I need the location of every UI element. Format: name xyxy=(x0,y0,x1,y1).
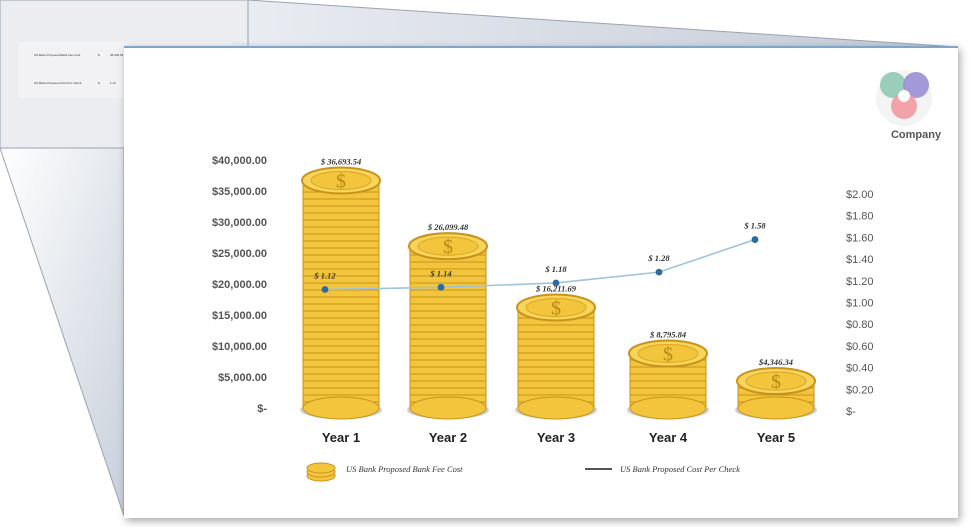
svg-text:$: $ xyxy=(771,371,781,393)
left-axis-tick-label: $40,000.00 xyxy=(212,155,267,167)
line-data-label: $ 1.28 xyxy=(647,253,670,263)
left-axis-tick-label: $35,000.00 xyxy=(212,186,267,198)
legend-label-bars: US Bank Proposed Bank Fee Cost xyxy=(346,464,463,474)
bar-coin-stack: $ xyxy=(627,339,709,420)
company-logo: Company xyxy=(876,70,942,141)
mini-sheet-row: US Bank Proposed Cost Per Check $ 1.12 xyxy=(18,78,232,88)
right-axis-tick-label: $0.80 xyxy=(846,319,874,331)
svg-text:$: $ xyxy=(443,236,453,258)
bar-data-label: $ 26,099.48 xyxy=(427,222,469,232)
mini-row-label: US Bank Proposed Cost Per Check xyxy=(34,81,82,85)
category-label: Year 3 xyxy=(537,430,575,445)
left-axis-tick-label: $5,000.00 xyxy=(218,372,267,384)
line-point xyxy=(437,283,445,291)
svg-text:$: $ xyxy=(663,343,673,365)
line-point xyxy=(751,236,759,243)
mini-row-value: 36,693.54 xyxy=(110,53,124,57)
bar-data-label: $ 16,211.69 xyxy=(535,283,577,293)
mini-row-marker: $ xyxy=(98,53,100,57)
svg-text:$: $ xyxy=(551,297,561,319)
line-data-label: $ 1.58 xyxy=(743,221,766,231)
category-label: Year 1 xyxy=(322,430,360,445)
line-point xyxy=(655,268,663,276)
right-axis-tick-label: $- xyxy=(846,406,856,418)
line-data-label: $ 1.14 xyxy=(429,268,451,278)
right-axis-tick-label: $1.80 xyxy=(846,211,874,223)
bar-coin-stack: $ xyxy=(735,367,817,420)
right-axis-tick-label: $2.00 xyxy=(846,189,874,201)
legend-coin-icon xyxy=(306,462,336,482)
line-point xyxy=(552,279,560,287)
line-data-label: $ 1.18 xyxy=(544,264,567,274)
mini-row-value: 1.12 xyxy=(110,81,116,85)
category-label: Year 4 xyxy=(649,430,688,445)
left-axis-tick-label: $20,000.00 xyxy=(212,279,267,291)
left-axis-tick-label: $30,000.00 xyxy=(212,217,267,229)
category-label: Year 2 xyxy=(429,430,467,445)
bar-data-label: $4,346.34 xyxy=(758,357,793,367)
legend-label-line: US Bank Proposed Cost Per Check xyxy=(620,464,740,474)
logo-text: Company xyxy=(891,129,942,141)
right-axis-tick-label: $0.20 xyxy=(846,384,874,396)
right-axis-tick-label: $1.00 xyxy=(846,298,874,310)
series-line xyxy=(324,238,756,291)
right-axis-tick-label: $1.60 xyxy=(846,232,874,244)
left-axis-tick-label: $15,000.00 xyxy=(212,310,267,322)
bar-coin-stack: $ xyxy=(515,293,597,420)
mini-row-marker: $ xyxy=(98,81,100,85)
line-data-label: $ 1.12 xyxy=(313,270,336,280)
chart-canvas: Company $- $5,000.00 $10,000.00 $15,000.00 $… xyxy=(212,70,942,482)
right-axis-tick-label: $0.60 xyxy=(846,341,874,353)
svg-text:$: $ xyxy=(336,171,346,193)
right-axis-tick-label: $1.20 xyxy=(846,276,874,288)
mini-sheet-row: US Bank Proposed Bank Fee Cost $ 36,693.… xyxy=(18,50,232,60)
line-point xyxy=(321,286,329,293)
right-axis-tick-label: $1.40 xyxy=(846,254,874,266)
bar-data-label: $ 36,693.54 xyxy=(320,157,361,167)
category-label: Year 5 xyxy=(757,430,795,445)
left-axis-tick-label: $- xyxy=(257,403,267,415)
right-axis-tick-label: $0.40 xyxy=(846,363,874,375)
mini-row-label: US Bank Proposed Bank Fee Cost xyxy=(34,53,81,57)
bar-coin-stack: $ xyxy=(300,166,382,420)
left-axis-tick-label: $25,000.00 xyxy=(212,248,267,260)
chart-card: Company $- $5,000.00 $10,000.00 $15,000.00 $… xyxy=(124,46,958,518)
left-axis-tick-label: $10,000.00 xyxy=(212,341,267,353)
bar-data-label: $ 8,795.84 xyxy=(649,329,686,339)
bar-coin-stack: $ xyxy=(407,232,489,420)
